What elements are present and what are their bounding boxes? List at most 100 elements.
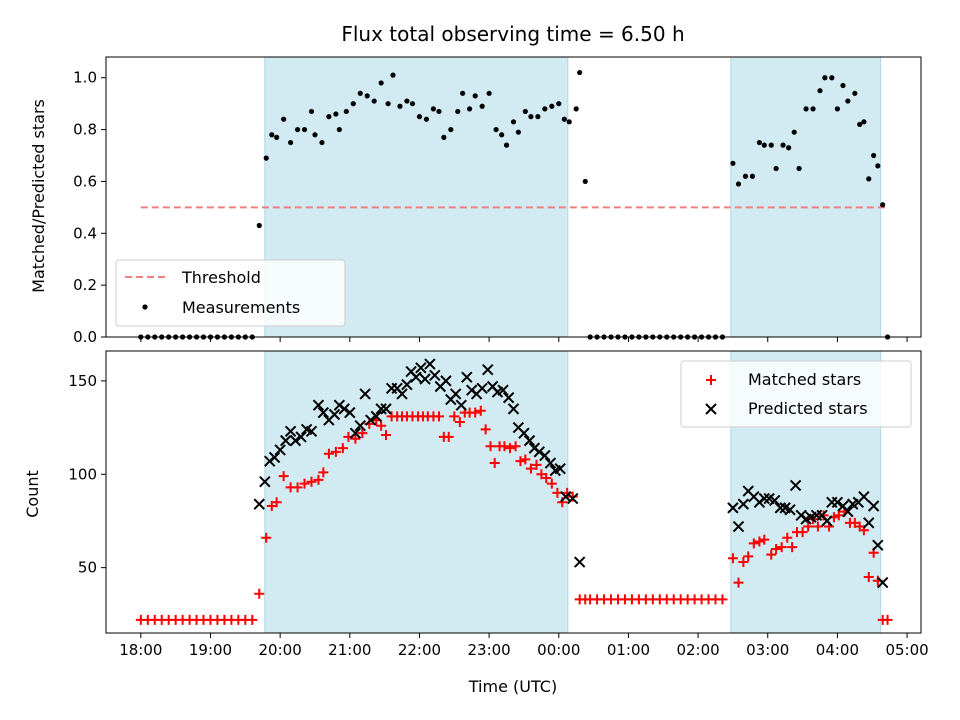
measurement-point: [742, 173, 749, 179]
predicted-point: [523, 434, 536, 447]
matched-point: [485, 441, 496, 452]
x-tick-label: 03:00: [746, 641, 789, 659]
legend-box: [680, 360, 912, 428]
matched-point: [776, 542, 787, 553]
matched-point: [782, 532, 793, 543]
measurement-point: [343, 108, 349, 115]
measurement-point: [350, 101, 356, 107]
predicted-point: [876, 576, 889, 589]
matched-point: [541, 472, 552, 483]
predicted-point: [769, 494, 781, 507]
matched-point: [489, 458, 500, 469]
legend-box: [115, 259, 346, 327]
predicted-point: [259, 476, 271, 488]
predicted-point: [380, 403, 392, 415]
measurement-point: [577, 69, 583, 76]
legend-threshold-label: Threshold: [181, 268, 261, 287]
measurement-point: [371, 98, 377, 104]
measurement-point: [486, 90, 492, 96]
measurement-point: [416, 114, 423, 120]
matched-point: [499, 441, 510, 452]
legend-predicted-label: Predicted stars: [748, 399, 868, 418]
matched-point: [470, 407, 481, 418]
y-tick-label: 150: [68, 372, 97, 390]
matched-point: [797, 527, 808, 538]
measurement-point: [312, 132, 318, 138]
measurement-point: [566, 119, 572, 125]
measurement-point: [780, 142, 786, 148]
predicted-point: [539, 449, 551, 462]
x-tick-label: 01:00: [607, 641, 650, 659]
predicted-point: [567, 492, 579, 505]
matched-point: [330, 446, 341, 457]
y-tick-label: 0.4: [73, 224, 97, 242]
matched-point: [833, 510, 844, 521]
top-y-axis-label: Matched/Predicted stars: [29, 99, 48, 293]
measurement-point: [817, 88, 823, 94]
matched-point: [313, 474, 324, 485]
predicted-point: [461, 371, 473, 383]
shaded-span: [730, 56, 882, 338]
measurement-point: [840, 82, 846, 89]
x-tick-label: 20:00: [259, 641, 302, 659]
predicted-point: [349, 427, 362, 439]
y-tick-label: 1.0: [73, 69, 97, 87]
measurement-point: [875, 163, 881, 169]
measurement-point: [333, 111, 339, 117]
predicted-point: [284, 425, 297, 438]
measurement-point: [845, 98, 851, 104]
predicted-point: [419, 373, 431, 385]
measurement-point: [556, 101, 562, 107]
measurement-point: [773, 165, 779, 172]
matched-point: [525, 463, 536, 474]
predicted-point: [821, 515, 833, 527]
predicted-point: [449, 388, 462, 400]
bottom-panel: 18:00 19:00 20:00 21:00 22:00 23:00 00:00 01:00…: [68, 350, 929, 659]
matched-point: [299, 478, 310, 489]
predicted-point: [280, 434, 292, 447]
measurement-point: [561, 116, 567, 122]
measurement-point: [786, 145, 792, 151]
measurement-point: [768, 142, 774, 148]
matched-point: [515, 456, 526, 467]
measurement-point: [364, 93, 370, 99]
measurement-point: [542, 106, 548, 112]
y-tick-label: 0.0: [73, 328, 97, 346]
measurement-point: [871, 152, 877, 159]
x-tick-label: 23:00: [468, 641, 511, 659]
measurement-point: [829, 75, 835, 81]
predicted-point: [867, 500, 880, 512]
bottom-legend: Matched stars Predicted stars: [680, 360, 912, 428]
predicted-point: [497, 384, 509, 396]
predicted-point: [482, 363, 494, 376]
predicted-point: [354, 419, 366, 432]
matched-point: [292, 482, 303, 493]
measurement-point: [528, 114, 534, 120]
predicted-point: [305, 425, 318, 438]
legend-measurements-label: Measurements: [182, 298, 300, 317]
matched-point: [350, 433, 361, 444]
predicted-point: [518, 427, 530, 439]
measurement-point: [735, 181, 742, 187]
matched-point: [306, 476, 317, 487]
matched-point: [475, 405, 486, 416]
matched-point: [546, 478, 557, 489]
predicted-point: [784, 504, 796, 516]
measurement-point: [467, 106, 473, 112]
x-tick-label: 02:00: [676, 641, 719, 659]
y-tick-label: 100: [68, 465, 97, 483]
matched-point: [733, 577, 744, 588]
measurement-point: [308, 108, 315, 115]
x-tick-label: 00:00: [537, 641, 580, 659]
measurement-point: [503, 142, 510, 148]
y-tick-label: 0.2: [73, 276, 97, 294]
measurement-point: [852, 90, 858, 96]
top-points: [138, 69, 891, 340]
predicted-point: [533, 446, 545, 458]
matched-point: [271, 497, 282, 508]
predicted-point: [410, 371, 422, 383]
matched-point: [771, 543, 782, 554]
matched-point: [520, 454, 531, 465]
matched-point: [754, 536, 765, 547]
measurement-point: [756, 139, 762, 146]
